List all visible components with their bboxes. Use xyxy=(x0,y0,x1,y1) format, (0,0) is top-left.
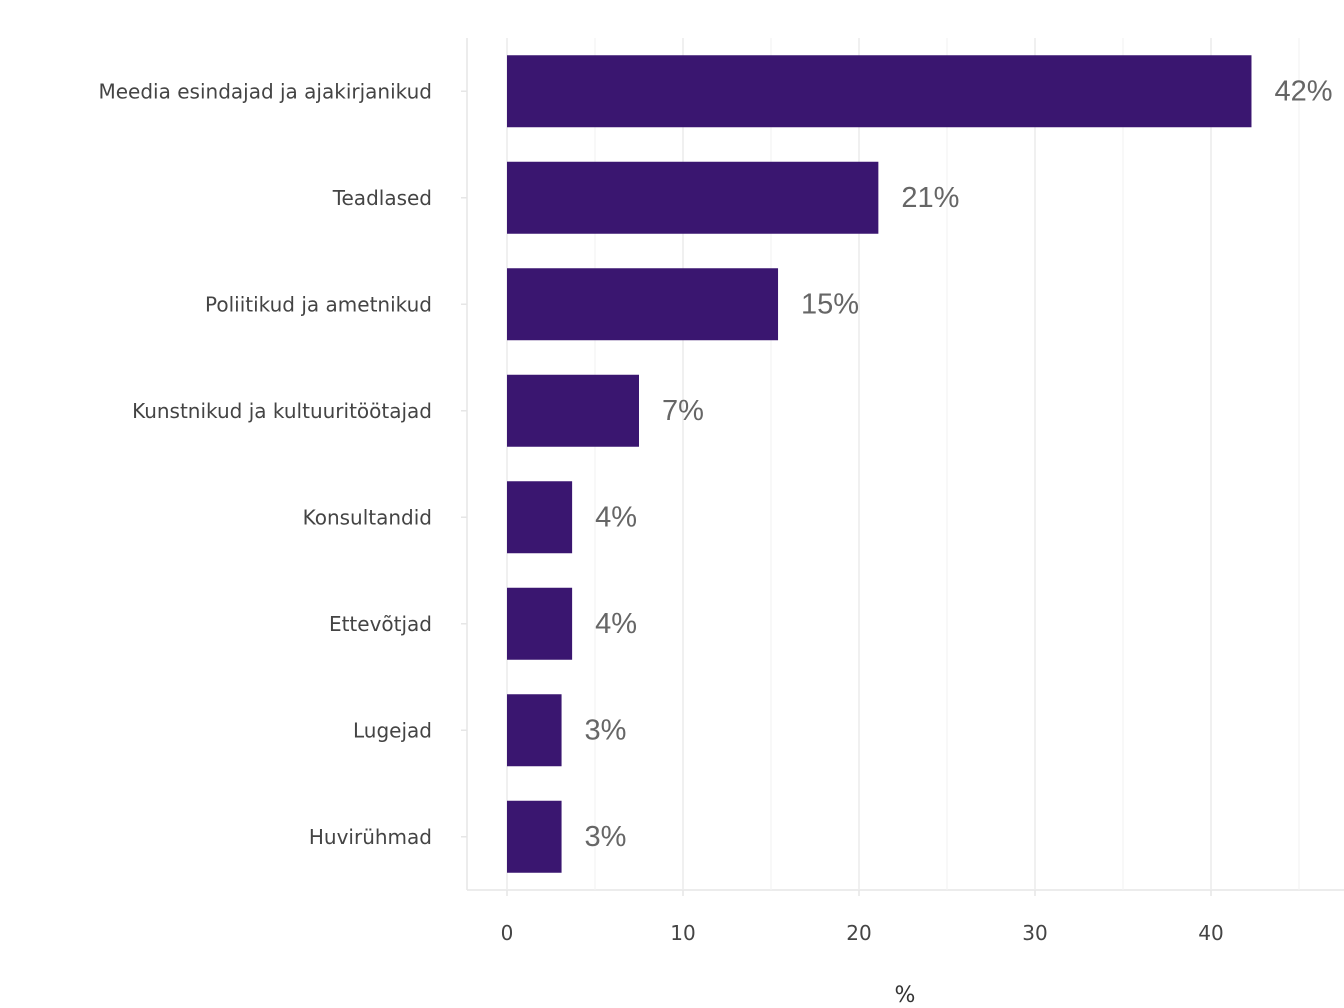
bar xyxy=(507,161,879,234)
category-labels: Meedia esindajad ja ajakirjanikud Teadlas… xyxy=(99,79,467,849)
data-label: 21% xyxy=(901,182,959,214)
x-tick-label: 10 xyxy=(670,921,695,945)
category-label: Ettevõtjad xyxy=(329,612,432,636)
bar xyxy=(507,587,573,660)
category-label: Teadlased xyxy=(332,186,432,210)
bar xyxy=(507,694,562,767)
data-label: 4% xyxy=(595,501,637,533)
bar xyxy=(507,800,562,873)
category-label: Huvirühmad xyxy=(309,825,432,849)
data-labels: 42% 21% 15% 7% 4% 4% 3% 3% xyxy=(585,75,1333,853)
category-label: Lugejad xyxy=(353,718,432,742)
data-label: 7% xyxy=(662,395,704,427)
data-label: 42% xyxy=(1274,75,1332,107)
bar xyxy=(507,55,1252,128)
bars xyxy=(507,55,1252,873)
data-label: 4% xyxy=(595,608,637,640)
category-label: Poliitikud ja ametnikud xyxy=(205,292,432,316)
x-tick-label: 40 xyxy=(1198,921,1223,945)
x-tick-label: 0 xyxy=(501,921,514,945)
data-label: 15% xyxy=(801,288,859,320)
data-label: 3% xyxy=(585,821,627,853)
category-label: Meedia esindajad ja ajakirjanikud xyxy=(99,79,433,103)
bar xyxy=(507,481,573,554)
x-tick-label: 20 xyxy=(846,921,871,945)
x-tick-label: 30 xyxy=(1022,921,1047,945)
data-label: 3% xyxy=(585,714,627,746)
bar xyxy=(507,268,779,341)
bar xyxy=(507,374,639,447)
x-axis-title: % xyxy=(895,983,916,1008)
category-label: Kunstnikud ja kultuuritöötajad xyxy=(132,399,432,423)
category-label: Konsultandid xyxy=(303,505,432,529)
x-axis-ticks: 0 10 20 30 40 xyxy=(501,890,1224,945)
